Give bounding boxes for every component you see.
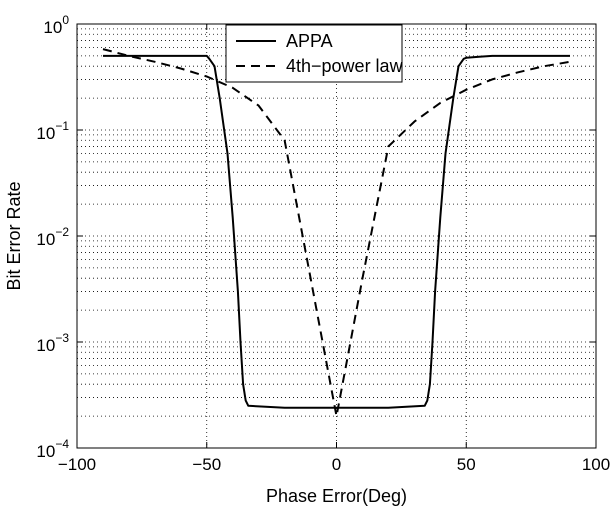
x-tick-label: −50	[192, 455, 221, 474]
grid-layer	[77, 24, 596, 448]
series-line-appa	[103, 54, 570, 409]
legend-label-4th-power-law: 4th−power law	[286, 56, 404, 76]
legend: APPA 4th−power law	[225, 24, 404, 83]
y-tick-label: 10−4	[36, 437, 69, 461]
ticks-layer: −100 −50 0 50 100 10−4 10−3 10−2 10−1 100	[36, 13, 610, 474]
y-tick-label: 100	[43, 13, 69, 37]
legend-box	[225, 24, 403, 83]
x-tick-label: 50	[457, 455, 476, 474]
x-tick-label: 0	[332, 455, 341, 474]
legend-label-appa: APPA	[286, 31, 333, 51]
x-axis-label: Phase Error(Deg)	[266, 486, 407, 506]
series-layer	[102, 48, 571, 418]
x-tick-label: −100	[58, 455, 96, 474]
y-tick-label: 10−1	[36, 119, 69, 143]
y-axis-label: Bit Error Rate	[4, 181, 24, 290]
y-tick-label: 10−3	[36, 331, 69, 355]
series-line-4th-power-law	[102, 48, 571, 418]
y-tick-label: 10−2	[36, 225, 69, 249]
x-tick-label: 100	[582, 455, 610, 474]
